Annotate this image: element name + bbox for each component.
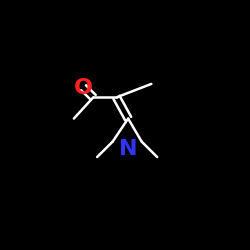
Text: O: O xyxy=(74,78,93,98)
Text: N: N xyxy=(119,139,138,159)
